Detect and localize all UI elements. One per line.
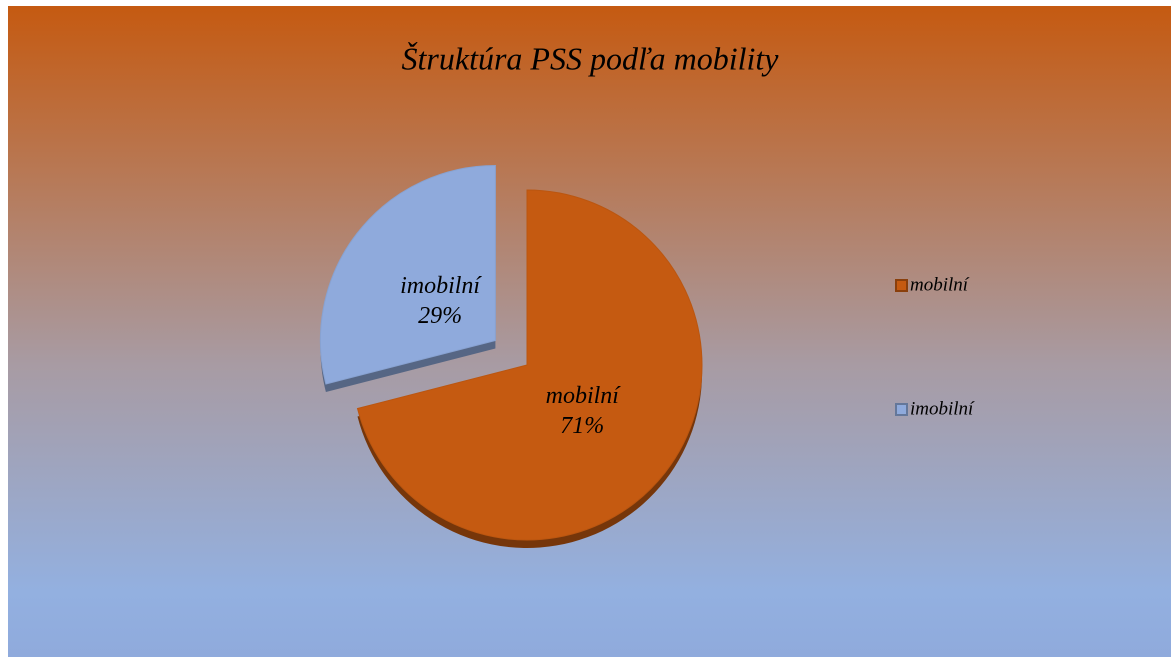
data-label-value: 71% — [560, 413, 604, 439]
chart-title: Štruktúra PSS podľa mobility — [402, 40, 780, 76]
slice — [356, 189, 703, 541]
legend-label: mobilní — [910, 274, 970, 295]
slice — [319, 164, 496, 385]
data-label-value: 29% — [418, 303, 462, 329]
data-label: imobilní 29% — [400, 273, 482, 329]
data-label-category: imobilní — [400, 273, 482, 299]
legend-label: imobilní — [910, 398, 975, 419]
legend-swatch — [895, 403, 908, 416]
data-label-category: mobilní — [546, 383, 622, 409]
legend-swatch — [895, 279, 908, 292]
data-label: mobilní 71% — [546, 383, 622, 439]
